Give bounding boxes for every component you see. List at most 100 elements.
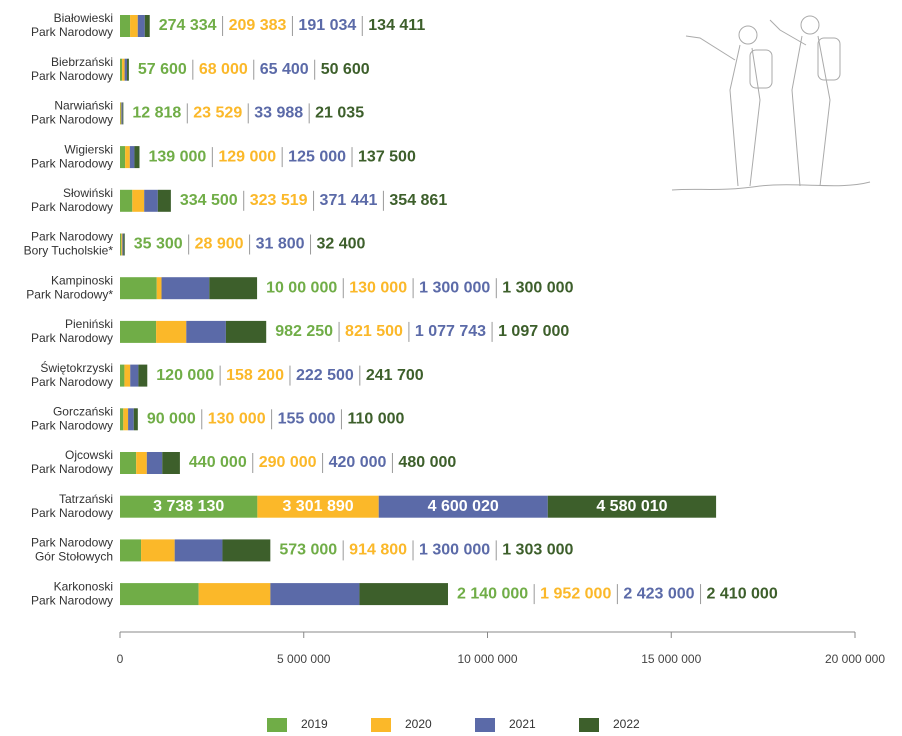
- bar-segment: [225, 320, 267, 343]
- value-label: 2 140 000: [457, 585, 528, 602]
- value-label: 371 441: [320, 192, 378, 209]
- bar-segment: [122, 102, 124, 125]
- value-label: 274 334: [159, 17, 217, 34]
- bar-segment: [132, 189, 145, 212]
- value-label: 65 400: [260, 61, 309, 78]
- value-label: 1 303 000: [502, 542, 573, 559]
- category-label: Biebrzański: [51, 55, 113, 69]
- category-label: Park Narodowy: [31, 200, 113, 214]
- bar-segment: [120, 15, 131, 37]
- legend-swatch: [579, 718, 599, 732]
- category-label: Tatrzański: [59, 492, 113, 506]
- bar-segment: [124, 58, 128, 81]
- value-label: 130 000: [349, 279, 407, 296]
- value-label: 31 800: [256, 236, 305, 253]
- category-label: Park Narodowy: [31, 506, 113, 520]
- bar-segment: [144, 15, 150, 37]
- category-label: Park Narodowy: [31, 536, 113, 550]
- value-label: 35 300: [134, 236, 183, 253]
- bar-segment: [128, 408, 134, 431]
- value-label: 10 00 000: [266, 279, 337, 296]
- x-tick-label: 0: [117, 652, 124, 666]
- legend-label: 2022: [613, 717, 640, 731]
- value-label: 12 818: [132, 105, 181, 122]
- value-label: 222 500: [296, 367, 354, 384]
- value-label: 241 700: [366, 367, 424, 384]
- category-label: Park Narodowy: [31, 69, 113, 83]
- bar-segment: [125, 146, 130, 169]
- value-label: 4 580 010: [596, 498, 667, 515]
- bar-segment: [120, 146, 126, 169]
- legend-label: 2020: [405, 717, 432, 731]
- bar-segment: [141, 539, 175, 562]
- bar-segment: [120, 539, 142, 562]
- category-label: Białowieski: [54, 11, 113, 25]
- bar-segment: [134, 146, 140, 169]
- bar-segment: [138, 364, 148, 387]
- category-label: Karkonoski: [54, 579, 113, 593]
- value-label: 155 000: [278, 411, 336, 428]
- value-label: 334 500: [180, 192, 238, 209]
- bar-segment: [156, 277, 162, 300]
- bar-segment: [120, 364, 125, 387]
- x-tick-label: 20 000 000: [825, 652, 885, 666]
- category-label: Pieniński: [65, 317, 113, 331]
- bar-segment: [144, 189, 158, 212]
- bar-segment: [270, 583, 360, 606]
- bar-segment: [124, 364, 131, 387]
- bar-segment: [120, 277, 157, 300]
- category-label: Bory Tucholskie*: [24, 244, 114, 258]
- legend-swatch: [371, 718, 391, 732]
- bar-segment: [120, 233, 122, 256]
- category-label: Park Narodowy: [31, 462, 113, 476]
- category-label: Park Narodowy: [31, 156, 113, 170]
- value-label: 573 000: [279, 542, 337, 559]
- bar-segment: [123, 233, 125, 256]
- category-label: Świętokrzyski: [40, 360, 113, 375]
- bar-segment: [121, 233, 123, 256]
- bar-segment: [186, 320, 226, 343]
- bar-segment: [130, 364, 139, 387]
- category-label: Narwiański: [54, 99, 113, 113]
- bar-segment: [174, 539, 223, 562]
- x-tick-label: 10 000 000: [457, 652, 517, 666]
- bar-segment: [120, 102, 122, 125]
- value-label: 480 000: [398, 454, 456, 471]
- value-label: 23 529: [193, 105, 242, 122]
- bar-segment: [120, 189, 133, 212]
- bar-segment: [547, 495, 717, 518]
- value-label: 1 097 000: [498, 323, 569, 340]
- category-label: Wigierski: [64, 142, 113, 156]
- bar-segment: [127, 58, 129, 81]
- x-tick-label: 5 000 000: [277, 652, 331, 666]
- bar-segment: [257, 495, 379, 518]
- bar-segment: [162, 452, 180, 474]
- value-label: 90 000: [147, 411, 196, 428]
- value-label: 440 000: [189, 454, 247, 471]
- bar-segment: [137, 15, 145, 37]
- bar-segment: [120, 452, 137, 474]
- category-label: Park Narodowy: [31, 375, 113, 389]
- value-label: 323 519: [250, 192, 308, 209]
- value-label: 2 410 000: [707, 585, 778, 602]
- bar-segment: [121, 102, 123, 125]
- value-label: 1 952 000: [540, 585, 611, 602]
- bar-segment: [120, 320, 157, 343]
- bar-segment: [359, 583, 448, 606]
- value-label: 28 900: [195, 236, 244, 253]
- category-label: Gorczański: [53, 404, 113, 418]
- value-label: 125 000: [288, 148, 346, 165]
- bar-segment: [156, 320, 187, 343]
- value-label: 158 200: [226, 367, 284, 384]
- bar-segment: [209, 277, 258, 300]
- value-label: 3 301 890: [282, 498, 353, 515]
- value-label: 32 400: [317, 236, 366, 253]
- bar-segment: [122, 233, 124, 256]
- legend-label: 2021: [509, 717, 536, 731]
- category-label: Kampinoski: [51, 273, 113, 287]
- category-label: Park Narodowy: [31, 331, 113, 345]
- value-label: 139 000: [148, 148, 206, 165]
- value-label: 33 988: [254, 105, 303, 122]
- value-label: 982 250: [275, 323, 333, 340]
- category-label: Park Narodowy: [31, 230, 113, 244]
